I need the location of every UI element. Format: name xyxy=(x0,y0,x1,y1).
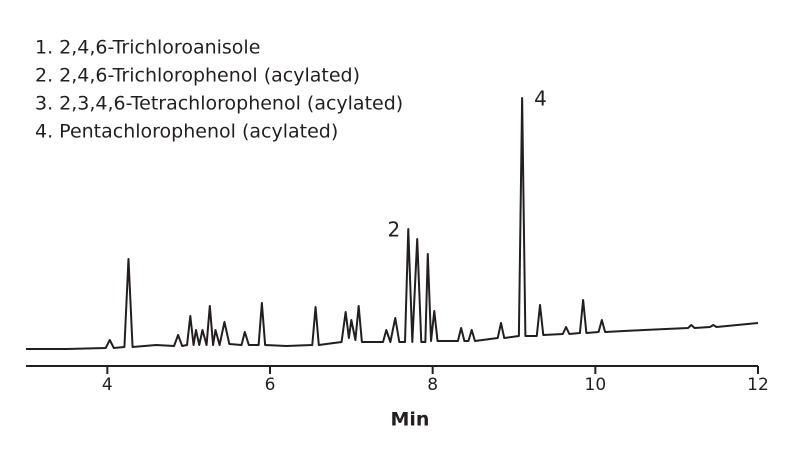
legend-item: 1. 2,4,6-Trichloroanisole xyxy=(35,37,260,59)
legend-item: 2. 2,4,6-Trichlorophenol (acylated) xyxy=(35,65,360,87)
peak-label: 2 xyxy=(388,218,401,242)
peak-label: 4 xyxy=(534,87,547,111)
x-axis-label: Min xyxy=(391,409,430,431)
chromatogram-trace xyxy=(26,97,759,350)
x-tick-label: 12 xyxy=(747,375,769,395)
x-tick-label: 4 xyxy=(102,375,113,395)
legend-item: 4. Pentachlorophenol (acylated) xyxy=(35,121,338,143)
x-tick-label: 8 xyxy=(427,375,438,395)
x-tick-label: 6 xyxy=(265,375,276,395)
x-tick-label: 10 xyxy=(585,375,607,395)
legend-item: 3. 2,3,4,6-Tetrachlorophenol (acylated) xyxy=(35,93,403,115)
